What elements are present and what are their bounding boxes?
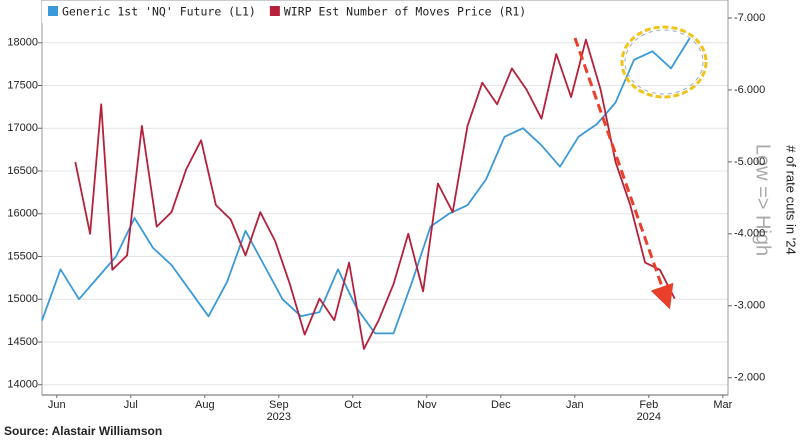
- x-tick-label: Jun: [48, 399, 66, 411]
- y2-axis-label: # of rate cuts in '24: [784, 145, 799, 254]
- y-tick-label: 15500: [7, 250, 38, 262]
- highlight-ellipse-inner: [624, 29, 704, 95]
- legend: Generic 1st 'NQ' Future (L1) WIRP Est Num…: [42, 1, 526, 23]
- legend-label: Generic 1st 'NQ' Future (L1): [62, 5, 256, 19]
- x-tick-label: Dec: [491, 399, 511, 411]
- x-tick-label: Jul: [124, 399, 138, 411]
- x-tick-label: Oct: [344, 399, 361, 411]
- y-tick-label: 18000: [7, 37, 38, 49]
- series-line: [74, 38, 676, 350]
- legend-box: [42, 1, 466, 23]
- marks: [38, 17, 732, 398]
- y2-tick-label: -7.000: [734, 12, 765, 24]
- year-label: 2024: [637, 411, 661, 423]
- y2-tick-label: -5.000: [734, 156, 765, 168]
- x-tick-label: Nov: [417, 399, 437, 411]
- y-tick-label: 17000: [7, 122, 38, 134]
- y-tick-label: 17500: [7, 79, 38, 91]
- trend-arrow: [573, 37, 674, 310]
- y2-tick-label: -4.000: [734, 228, 765, 240]
- source: Source: Alastair Williamson: [4, 424, 162, 438]
- y-tick-label: 16500: [7, 165, 38, 177]
- y-tick-label: 15000: [7, 293, 38, 305]
- y2-tick-label: -3.000: [734, 300, 765, 312]
- y-tick-label: 14500: [7, 336, 38, 348]
- y-tick-label: 16000: [7, 208, 38, 220]
- legend-swatch: [48, 6, 58, 16]
- series-line: [41, 38, 691, 335]
- year-label: 2023: [267, 411, 291, 423]
- y2-annotation: Low => High: [752, 144, 774, 256]
- x-tick-label: Feb: [639, 399, 658, 411]
- highlight-ellipse: [620, 25, 708, 99]
- legend-label: WIRP Est Number of Moves Price (R1): [284, 5, 526, 19]
- grid: [42, 42, 728, 386]
- x-tick-label: Jan: [566, 399, 584, 411]
- y2-tick-label: -2.000: [734, 372, 765, 384]
- x-tick-label: Sep: [269, 399, 289, 411]
- legend-swatch: [269, 6, 280, 16]
- y2-tick-label: -6.000: [734, 84, 765, 96]
- y-tick-label: 14000: [7, 379, 38, 391]
- x-tick-label: Aug: [195, 399, 215, 411]
- x-tick-label: Mar: [713, 399, 732, 411]
